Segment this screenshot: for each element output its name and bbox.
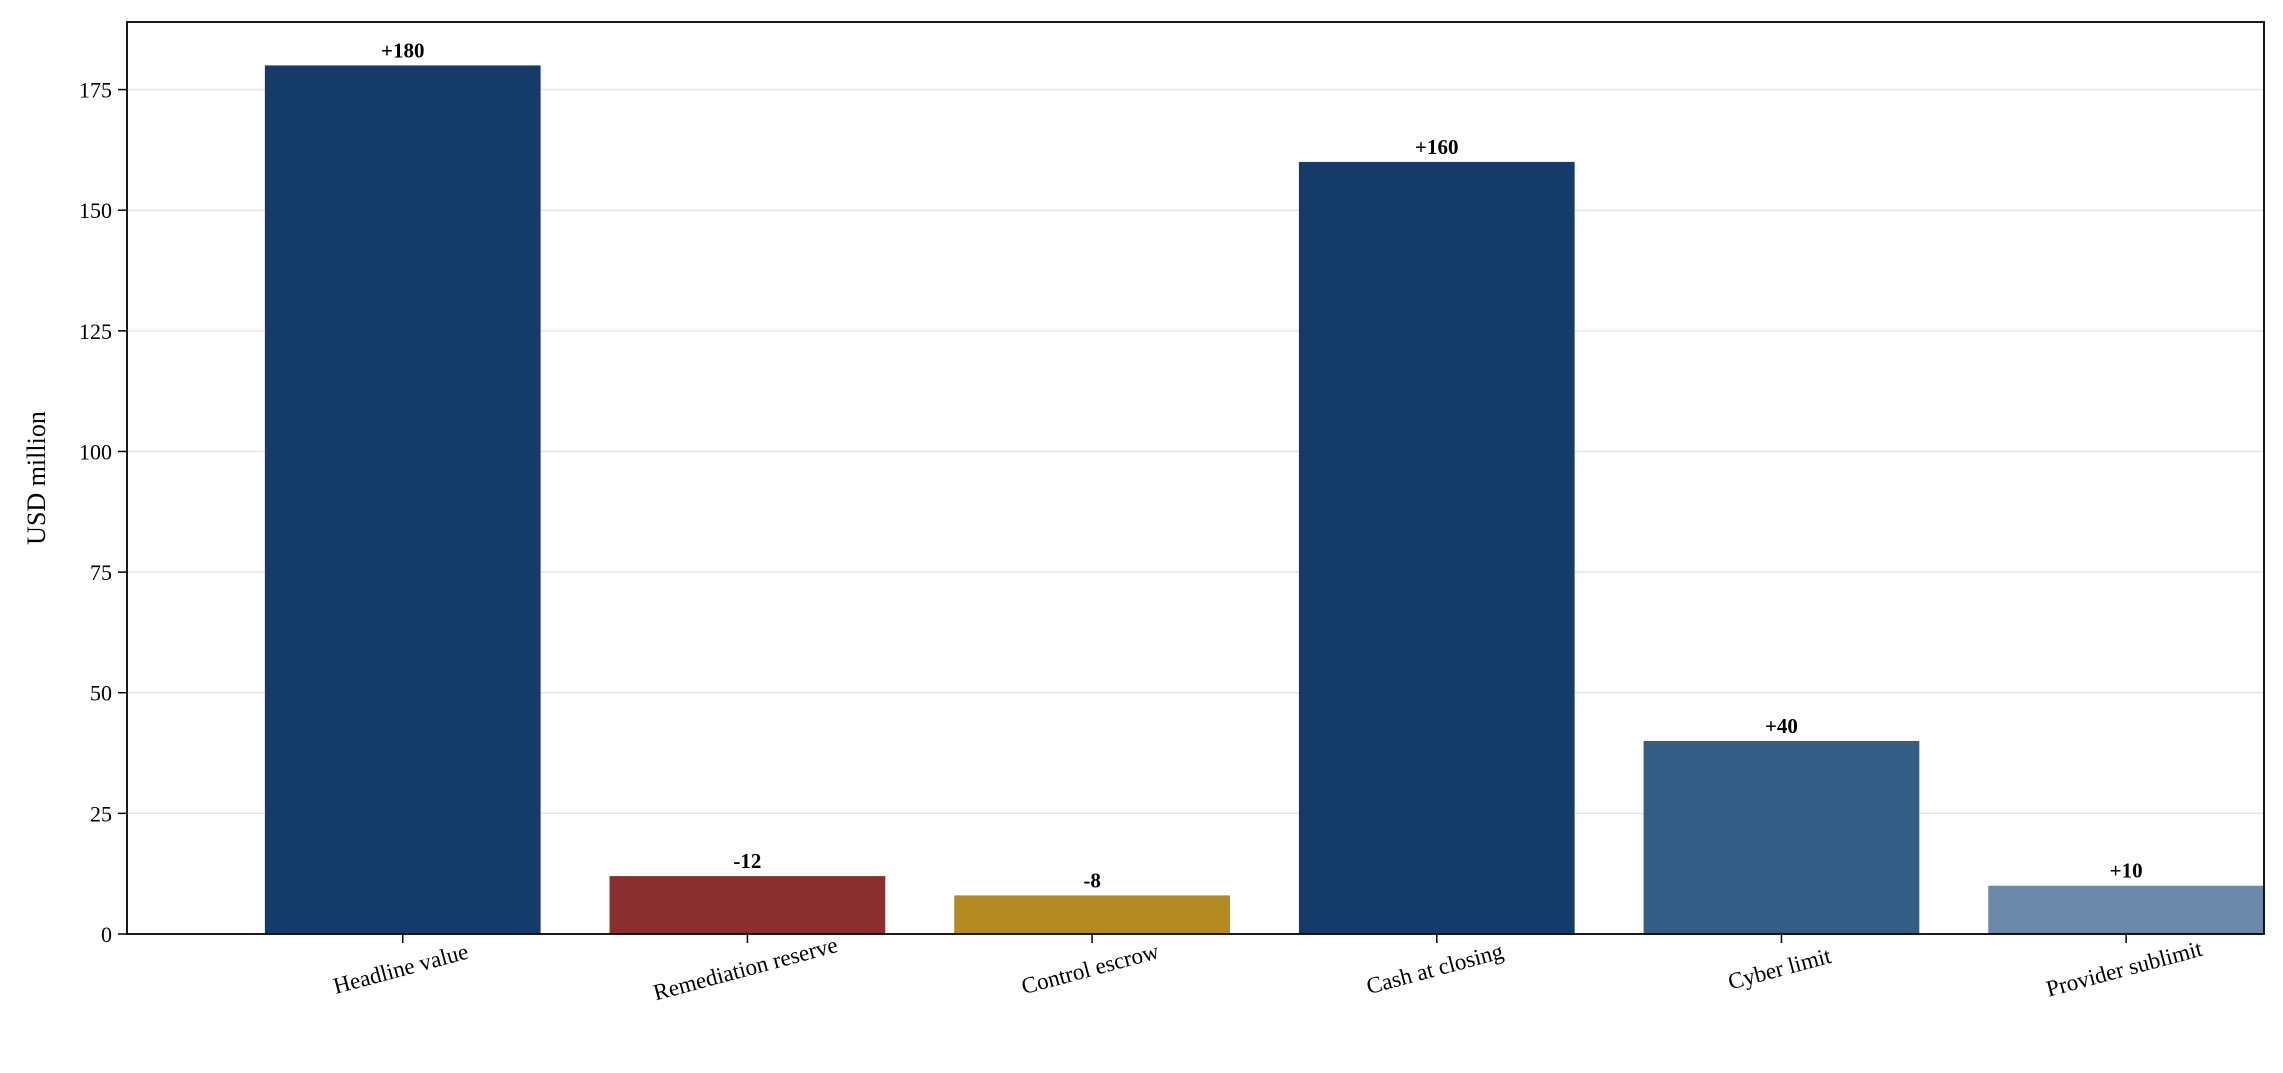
y-axis-title: USD million xyxy=(22,411,51,545)
x-tick-label: Headline value xyxy=(331,939,471,999)
bar-value-label: +40 xyxy=(1765,714,1798,738)
bar xyxy=(1988,885,2264,934)
bars xyxy=(264,65,2264,934)
bar-value-label: +160 xyxy=(1415,135,1458,159)
y-tick-label: 75 xyxy=(90,560,112,585)
x-tick-label: Control escrow xyxy=(1019,938,1162,999)
bar xyxy=(609,876,886,934)
bar-value-label: -12 xyxy=(733,849,761,873)
y-tick-label: 150 xyxy=(79,198,112,223)
bar-value-label: +180 xyxy=(381,38,424,62)
y-tick-label: 50 xyxy=(90,681,112,706)
bar-value-label: +10 xyxy=(2110,859,2143,883)
y-tick-label: 125 xyxy=(79,319,112,344)
data-labels: +180 -12 -8 +160 +40 +10 xyxy=(381,38,2143,892)
y-tick-label: 0 xyxy=(101,922,112,947)
plot-frame xyxy=(126,21,2265,935)
x-tick-label: Cash at closing xyxy=(1364,938,1507,999)
x-tick-label: Provider sublimit xyxy=(2043,936,2205,1002)
bar xyxy=(954,895,1230,934)
y-tick-label: 100 xyxy=(79,439,112,464)
bar xyxy=(1643,740,1920,934)
bar xyxy=(264,65,541,934)
bar xyxy=(1298,161,1575,934)
x-tick-label: Cyber limit xyxy=(1725,943,1834,995)
x-tick-label: Remediation reserve xyxy=(651,932,841,1005)
y-tick-label: 175 xyxy=(79,78,112,103)
y-tick-label: 25 xyxy=(90,801,112,826)
bar-value-label: -8 xyxy=(1083,868,1101,892)
